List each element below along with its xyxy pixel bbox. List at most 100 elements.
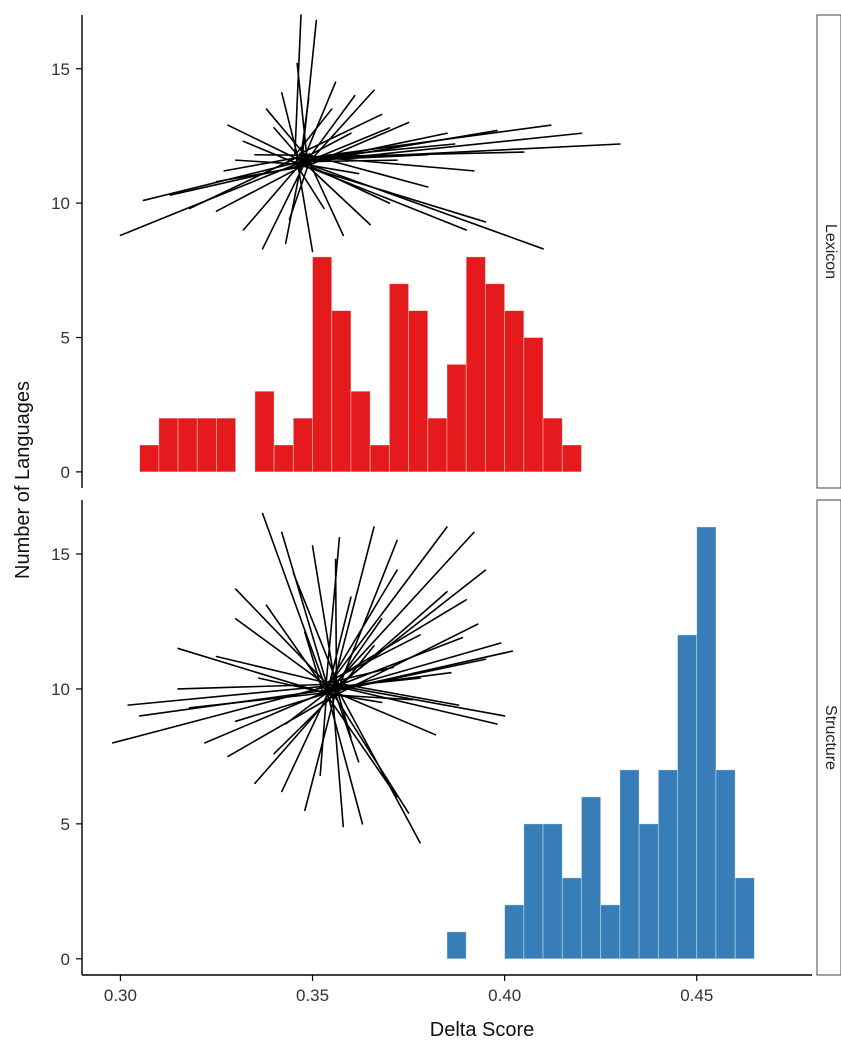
network-edge xyxy=(294,108,333,157)
network-edge xyxy=(188,691,333,709)
y-tick-label: 15 xyxy=(51,545,70,564)
y-tick-label: 0 xyxy=(61,463,70,482)
network-edge xyxy=(215,655,327,684)
network-edge xyxy=(327,599,468,684)
histogram-bar xyxy=(542,417,563,473)
y-tick-label: 5 xyxy=(61,815,70,834)
network-edge xyxy=(306,157,345,237)
facet-strip-lexicon xyxy=(816,14,841,489)
facet-strip-label: Structure xyxy=(822,705,839,770)
histogram-bar xyxy=(273,444,294,473)
network-edge xyxy=(296,62,309,166)
network-edge xyxy=(254,153,309,157)
y-tick-label: 0 xyxy=(61,950,70,969)
network-edge xyxy=(300,19,318,168)
network-edge xyxy=(288,165,309,221)
network-edge xyxy=(273,689,339,755)
network-edge xyxy=(303,81,337,158)
network-edge xyxy=(303,152,429,188)
histogram-bar xyxy=(331,310,352,473)
histogram-bar xyxy=(504,904,525,960)
facet-strip-label: Lexicon xyxy=(822,224,839,279)
histogram-bar xyxy=(254,390,275,473)
network-edge xyxy=(261,512,325,684)
histogram-bar xyxy=(581,796,602,960)
network-edge xyxy=(284,688,333,725)
network-edge xyxy=(338,590,448,687)
network-edge xyxy=(295,156,314,253)
x-axis-title: Delta Score xyxy=(430,1019,535,1041)
network-overlay xyxy=(111,14,621,844)
network-edge xyxy=(308,89,375,163)
network-edge xyxy=(227,691,341,758)
histogram-bar xyxy=(446,363,467,473)
network-edge xyxy=(300,97,310,155)
network-edge xyxy=(215,164,306,212)
y-tick-label: 10 xyxy=(51,194,70,213)
histogram-bar xyxy=(715,769,736,960)
network-edge xyxy=(330,683,345,828)
network-edge xyxy=(280,92,299,160)
network-edge xyxy=(127,684,331,706)
network-edge xyxy=(327,569,398,685)
histogram-bar xyxy=(446,931,467,960)
network-edge xyxy=(294,14,302,155)
network-edge xyxy=(304,681,339,812)
histogram-bar xyxy=(369,444,390,473)
histogram-bar xyxy=(139,444,160,473)
network-edge xyxy=(330,526,375,692)
x-tick-label: 0.40 xyxy=(488,986,521,1005)
network-edge xyxy=(330,677,421,689)
network-edge xyxy=(302,124,552,160)
network-edge xyxy=(334,691,437,736)
network-edge xyxy=(305,162,544,250)
network-edge xyxy=(327,692,383,704)
histogram-bar xyxy=(696,526,717,960)
network-edge xyxy=(322,634,421,685)
histogram-bar xyxy=(638,823,659,960)
network-edge xyxy=(298,113,383,155)
network-edge xyxy=(326,526,448,689)
network-edge xyxy=(215,165,304,183)
y-tick-label: 5 xyxy=(61,329,70,348)
facet-strip-structure xyxy=(816,499,841,976)
network-edge xyxy=(332,686,360,763)
network-edge xyxy=(335,686,421,844)
network-edge xyxy=(332,681,460,706)
facet-strips: Lexicon Structure xyxy=(816,14,841,976)
histogram-bar xyxy=(619,769,640,960)
network-edge xyxy=(257,677,331,695)
network-edge xyxy=(327,596,352,689)
network-lexicon xyxy=(119,14,621,253)
network-edge xyxy=(319,688,328,777)
histogram-bar xyxy=(196,417,217,473)
network-edge xyxy=(280,531,331,697)
network-edge xyxy=(261,152,311,250)
network-edge xyxy=(338,694,414,701)
network-edge xyxy=(322,689,398,798)
network-edge xyxy=(295,164,325,210)
network-edge xyxy=(234,692,327,723)
histogram-bar xyxy=(504,310,525,473)
network-edge xyxy=(324,536,341,693)
histogram-bar xyxy=(677,634,698,960)
network-edge xyxy=(324,636,464,692)
histogram-bar xyxy=(427,417,448,473)
x-tick-label: 0.30 xyxy=(104,986,137,1005)
network-edge xyxy=(329,666,395,684)
histogram-bar xyxy=(408,310,429,473)
histogram-bar xyxy=(388,283,409,473)
histogram-bar xyxy=(177,417,198,473)
histogram-bar xyxy=(542,823,563,960)
network-edge xyxy=(298,143,456,160)
network-edge xyxy=(305,132,352,158)
histogram-bar xyxy=(561,444,582,473)
network-edge xyxy=(298,164,487,223)
network-edge xyxy=(177,683,338,690)
histogram-bar xyxy=(158,417,179,473)
network-edge xyxy=(297,154,475,172)
histogram-bar xyxy=(523,337,544,473)
network-edge xyxy=(188,157,296,210)
histogram-bar xyxy=(523,823,544,960)
network-edge xyxy=(223,156,303,172)
